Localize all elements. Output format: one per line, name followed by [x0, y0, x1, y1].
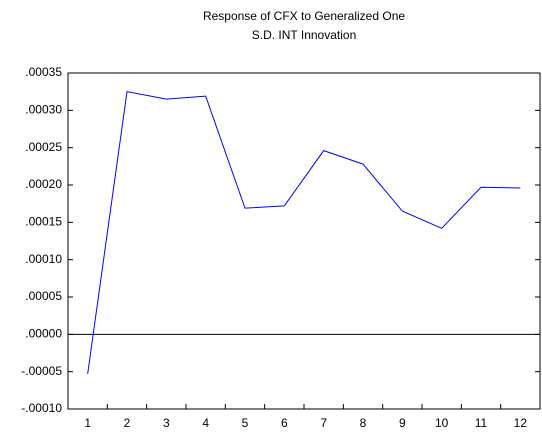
x-tick-label: 2: [124, 416, 131, 430]
y-tick-label: .00000: [25, 327, 62, 341]
y-tick-label: .00030: [25, 103, 62, 117]
series-line: [87, 91, 521, 374]
x-tick-label: 6: [281, 416, 288, 430]
x-tick-label: 8: [360, 416, 367, 430]
x-tick-label: 4: [202, 416, 209, 430]
x-tick-label: 11: [475, 416, 488, 430]
y-tick-label: .00005: [25, 289, 62, 303]
x-tick-label: 12: [514, 416, 528, 430]
y-tick-label: .00025: [25, 140, 62, 154]
plot-frame: [67, 72, 541, 410]
x-tick-label: 9: [399, 416, 406, 430]
y-tick-label: .00015: [25, 215, 62, 229]
chart-title: S.D. INT Innovation: [252, 28, 357, 42]
x-tick-label: 3: [163, 416, 170, 430]
x-tick-label: 7: [320, 416, 327, 430]
x-tick-label: 1: [84, 416, 91, 430]
x-tick-label: 10: [435, 416, 449, 430]
y-tick-label: .00035: [25, 65, 62, 79]
x-tick-label: 5: [242, 416, 249, 430]
y-tick-label: -.00005: [21, 364, 62, 378]
chart-title: Response of CFX to Generalized One: [203, 9, 405, 23]
y-tick-label: -.00010: [21, 401, 62, 415]
y-tick-label: .00010: [25, 252, 62, 266]
y-tick-label: .00020: [25, 177, 62, 191]
